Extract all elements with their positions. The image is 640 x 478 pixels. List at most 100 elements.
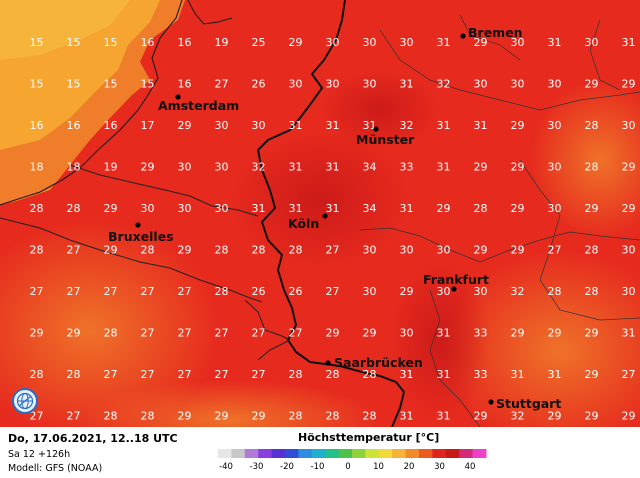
grid-value: 31 [252, 202, 266, 215]
grid-value: 29 [178, 410, 192, 423]
grid-value: 27 [141, 285, 155, 298]
grid-value: 29 [622, 78, 636, 91]
grid-value: 29 [548, 410, 562, 423]
grid-value: 27 [326, 244, 340, 257]
city-label: Bruxelles [108, 229, 174, 244]
grid-value: 31 [511, 368, 525, 381]
grid-value: 15 [104, 78, 118, 91]
legend-swatch [325, 449, 340, 458]
grid-value: 31 [474, 119, 488, 132]
hot-area-muenster [320, 70, 440, 150]
grid-value: 30 [178, 161, 192, 174]
state-border [589, 19, 621, 91]
city-dot [135, 222, 141, 228]
grid-value: 26 [289, 285, 303, 298]
grid-value: 31 [326, 202, 340, 215]
grid-value: 32 [511, 410, 525, 423]
grid-value: 30 [178, 202, 192, 215]
grid-value: 27 [548, 244, 562, 257]
state-border [359, 227, 640, 263]
grid-value: 17 [141, 119, 155, 132]
state-border [379, 29, 640, 111]
grid-value: 28 [363, 368, 377, 381]
grid-value: 30 [141, 202, 155, 215]
grid-value: 28 [252, 244, 266, 257]
city-label: Münster [356, 132, 415, 147]
grid-value: 30 [215, 161, 229, 174]
model-run: Sa 12 +126h [8, 449, 71, 460]
legend-tick: -10 [311, 462, 325, 472]
legend-title: Höchsttemperatur [°C] [298, 431, 440, 444]
hot-area-koeln [230, 130, 410, 270]
grid-value: 30 [548, 161, 562, 174]
grid-value: 33 [400, 161, 414, 174]
globe-logo-icon [12, 388, 38, 414]
grid-value: 29 [585, 327, 599, 340]
grid-value: 28 [326, 368, 340, 381]
grid-value: 27 [215, 368, 229, 381]
grid-value: 30 [622, 285, 636, 298]
grid-value: 29 [622, 202, 636, 215]
grid-value: 30 [215, 202, 229, 215]
grid-value: 25 [252, 36, 266, 49]
grid-value: 31 [437, 327, 451, 340]
city-dot [175, 94, 181, 100]
legend-swatch [365, 449, 380, 458]
country-border-be-fr [0, 217, 263, 303]
grid-value: 28 [585, 161, 599, 174]
grid-value: 28 [474, 202, 488, 215]
legend-swatch [405, 449, 420, 458]
grid-value: 28 [548, 285, 562, 298]
grid-value: 28 [363, 410, 377, 423]
grid-value: 15 [141, 78, 155, 91]
grid-value: 28 [585, 285, 599, 298]
grid-value: 31 [622, 327, 636, 340]
grid-value: 31 [400, 410, 414, 423]
grid-value: 30 [252, 119, 266, 132]
grid-value: 31 [400, 202, 414, 215]
grid-value: 15 [104, 36, 118, 49]
legend-tick: 0 [345, 462, 350, 472]
city-dot [460, 33, 466, 39]
grid-value: 16 [67, 119, 81, 132]
legend-tick: 30 [434, 462, 445, 472]
grid-value: 27 [141, 368, 155, 381]
grid-value: 27 [67, 285, 81, 298]
grid-value: 28 [104, 410, 118, 423]
grid-value: 29 [474, 36, 488, 49]
grid-value: 19 [104, 161, 118, 174]
grid-value: 16 [178, 78, 192, 91]
grid-value: 30 [400, 327, 414, 340]
grid-value: 31 [437, 410, 451, 423]
grid-value: 28 [141, 410, 155, 423]
grid-value: 31 [437, 36, 451, 49]
legend-swatch [271, 449, 286, 458]
grid-value: 16 [104, 119, 118, 132]
grid-value: 29 [67, 327, 81, 340]
coastline [0, 0, 183, 206]
grid-value: 31 [622, 36, 636, 49]
grid-value: 29 [289, 36, 303, 49]
grid-value: 27 [67, 410, 81, 423]
grid-value: 27 [104, 285, 118, 298]
grid-value: 27 [326, 285, 340, 298]
legend-tick: -20 [280, 462, 294, 472]
legend-swatch [472, 449, 487, 458]
grid-value: 30 [622, 119, 636, 132]
country-border-nl-be [69, 164, 259, 217]
city-markers: Bremen Amsterdam Münster Köln Bruxelles Frank… [108, 25, 561, 411]
grid-value: 29 [363, 327, 377, 340]
grid-value: 31 [437, 119, 451, 132]
city-label: Stuttgart [496, 396, 561, 411]
legend-swatch [352, 449, 366, 458]
grid-value: 29 [400, 285, 414, 298]
grid-value: 33 [474, 368, 488, 381]
grid-value: 29 [511, 244, 525, 257]
river [459, 14, 521, 61]
grid-value: 31 [326, 119, 340, 132]
grid-value: 31 [437, 161, 451, 174]
legend-tick: 40 [465, 462, 476, 472]
grid-value: 29 [474, 410, 488, 423]
grid-value: 27 [178, 285, 192, 298]
grid-value: 30 [548, 119, 562, 132]
